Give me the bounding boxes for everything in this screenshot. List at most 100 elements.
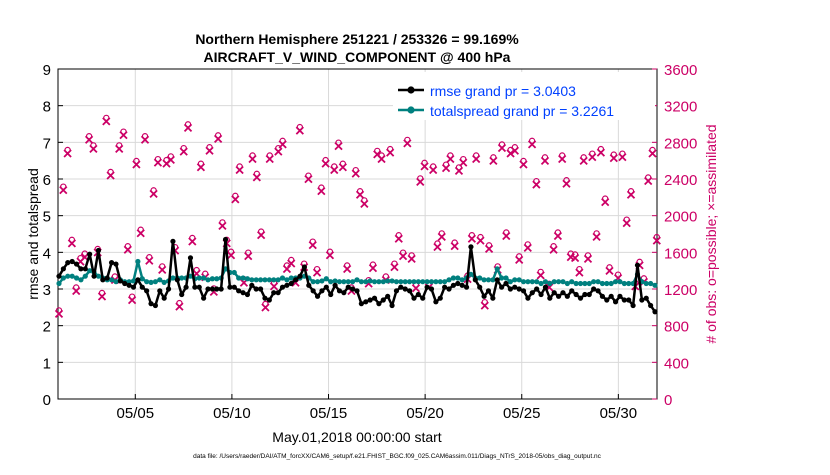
rmse-data-point	[284, 282, 290, 288]
rmse-data-point	[257, 286, 264, 292]
spread-data-point	[569, 279, 575, 285]
obs-assimilated-marker	[287, 259, 296, 268]
spread-data-point	[612, 279, 619, 285]
rmse-data-point	[437, 295, 443, 301]
spread-data-point	[288, 275, 294, 281]
spread-data-point	[161, 279, 167, 285]
obs-assimilated-marker	[601, 197, 610, 207]
obs-assimilated-marker	[523, 243, 532, 253]
spread-data-point	[170, 275, 176, 281]
rmse-data-point	[288, 280, 294, 287]
y-tick-label-left: 8	[43, 99, 51, 116]
spread-data-point	[275, 277, 281, 283]
rmse-data-point	[420, 295, 426, 301]
chart-subtitle: AIRCRAFT_V_WIND_COMPONENT @ 400 hPa	[204, 49, 511, 65]
rmse-data-point	[455, 280, 461, 287]
obs-assimilated-marker	[218, 221, 227, 231]
spread-data-point	[56, 280, 62, 287]
y-tick-label-right: 1600	[664, 245, 697, 262]
rmse-data-point	[424, 284, 430, 290]
obs-assimilated-marker	[411, 284, 421, 293]
rmse-data-point	[306, 282, 312, 288]
spread-data-point	[345, 279, 351, 285]
spread-data-point	[363, 279, 369, 285]
spread-data-point	[231, 269, 237, 276]
spread-data-point	[415, 279, 421, 285]
spread-data-point	[617, 279, 623, 285]
rmse-data-point	[148, 301, 154, 307]
rmse-data-point	[161, 295, 167, 301]
rmse-data-point	[371, 295, 378, 301]
rmse-data-point	[108, 260, 115, 266]
spread-data-point	[336, 279, 343, 285]
obs-assimilated-marker	[330, 165, 339, 175]
spread-data-point	[314, 279, 321, 285]
spread-data-point	[113, 279, 119, 285]
obs-assimilated-marker	[394, 234, 403, 243]
spread-data-point	[87, 268, 93, 274]
obs-assimilated-marker	[248, 154, 257, 164]
rmse-data-point	[599, 293, 606, 299]
legend-spread-marker	[407, 106, 415, 114]
rmse-data-point	[165, 286, 172, 292]
spread-data-point	[648, 280, 654, 287]
rmse-data-point	[630, 302, 636, 309]
spread-data-point	[411, 279, 417, 285]
spread-data-point	[214, 276, 220, 282]
x-tick-label: 05/05	[117, 405, 155, 422]
obs-assimilated-marker	[334, 142, 343, 151]
spread-data-point	[595, 279, 601, 285]
spread-data-point	[319, 278, 325, 284]
spread-data-point	[205, 277, 211, 283]
spread-data-point	[126, 279, 132, 285]
rmse-data-point	[463, 284, 470, 290]
spread-data-point	[529, 279, 535, 285]
rmse-data-point	[411, 295, 417, 301]
obs-assimilated-marker	[127, 296, 137, 305]
obs-assimilated-marker	[407, 254, 416, 264]
rmse-data-point	[621, 297, 627, 303]
axes-layer: 0 1 2 3 4 5 6 7 8 9 0 400 800 1200 1600 2000 2400 2800 320…	[43, 62, 698, 422]
obs-assimilated-marker	[59, 186, 68, 195]
rmse-data-point	[617, 293, 623, 299]
rmse-data-point	[529, 290, 535, 296]
obs-assimilated-marker	[175, 302, 184, 311]
spread-data-point	[459, 277, 465, 283]
spread-data-point	[643, 280, 649, 287]
rmse-data-point	[56, 273, 62, 279]
rmse-data-point	[626, 297, 632, 303]
obs-assimilated-marker	[480, 301, 489, 310]
obs-assimilated-marker	[596, 148, 606, 157]
y-tick-label-right: 0	[664, 392, 672, 409]
spread-data-point	[516, 277, 522, 283]
rmse-data-point	[604, 297, 610, 303]
spread-data-point	[196, 275, 202, 281]
spread-data-point	[450, 275, 457, 281]
rmse-data-point	[341, 290, 347, 296]
rmse-data-point	[551, 290, 557, 296]
obs-assimilated-marker	[527, 140, 537, 149]
y-axis-right-label: # of obs: o=possible; ×=assimilated	[703, 124, 719, 343]
spread-data-point	[582, 280, 588, 287]
rmse-data-point	[350, 286, 356, 292]
y-tick-label-right: 800	[664, 319, 689, 336]
rmse-data-point	[144, 288, 150, 294]
rmse-data-point	[130, 284, 137, 290]
spread-data-point	[442, 279, 448, 285]
rmse-data-point	[253, 286, 259, 292]
obs-assimilated-marker	[235, 165, 244, 175]
obs-assimilated-marker	[467, 234, 477, 243]
rmse-data-point	[393, 288, 400, 294]
rmse-data-point	[415, 291, 421, 298]
y-tick-label-right: 2400	[664, 172, 697, 189]
spread-data-point	[323, 276, 329, 282]
rmse-data-point	[398, 284, 404, 290]
obs-assimilated-marker	[67, 239, 77, 248]
obs-assimilated-marker	[119, 131, 128, 140]
spread-data-point	[236, 275, 242, 281]
rmse-data-point	[187, 255, 194, 261]
spread-data-point	[393, 279, 400, 285]
rmse-data-point	[591, 286, 597, 292]
